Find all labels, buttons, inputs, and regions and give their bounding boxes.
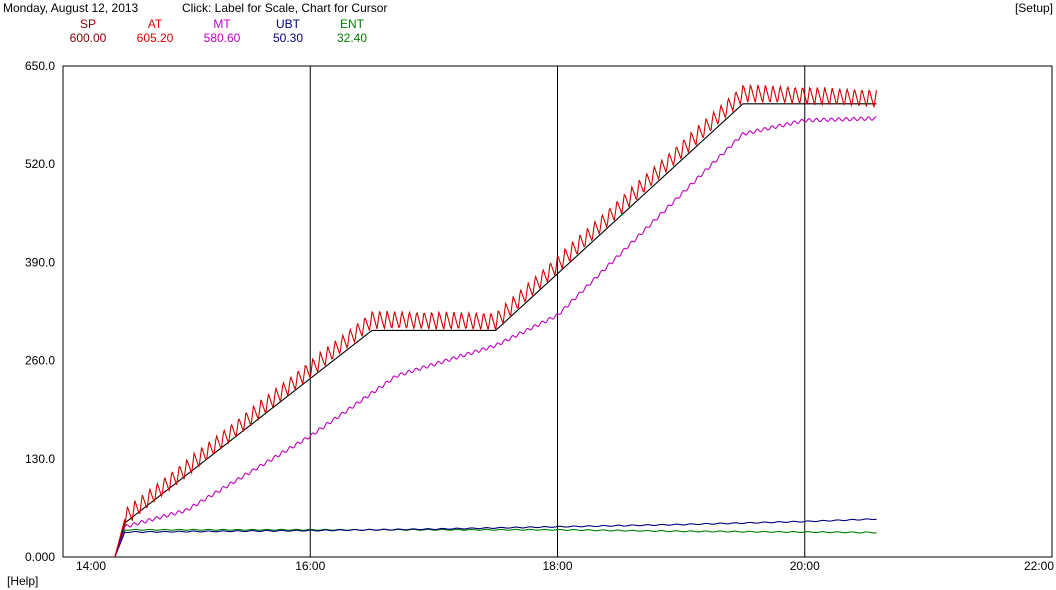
legend-name: SP <box>79 17 96 31</box>
series-line-mt <box>114 116 877 558</box>
x-tick-label: 20:00 <box>790 559 820 573</box>
help-button[interactable]: [Help] <box>7 574 39 588</box>
legend-item-ubt[interactable]: UBT 50.30 <box>253 17 323 45</box>
x-tick-label: 22:00 <box>1024 559 1054 573</box>
legend-name: AT <box>147 17 163 31</box>
y-tick-label: 520.0 <box>25 157 55 171</box>
legend-name: MT <box>213 17 231 31</box>
legend-item-ent[interactable]: ENT 32.40 <box>317 17 387 45</box>
legend-name: ENT <box>340 17 364 31</box>
series-line-ent <box>114 528 877 558</box>
legend-value: 32.40 <box>336 31 368 45</box>
y-tick-label: 650.0 <box>25 59 55 73</box>
y-tick-label: 390.0 <box>25 255 55 269</box>
legend-item-sp[interactable]: SP 600.00 <box>53 17 123 45</box>
legend-value: 605.20 <box>136 31 174 45</box>
series-line-ubt <box>114 518 877 558</box>
series-line-at <box>114 83 878 558</box>
y-tick-label: 130.0 <box>25 452 55 466</box>
y-tick-label: 260.0 <box>25 354 55 368</box>
legend-value: 600.00 <box>69 31 107 45</box>
series-line-sp <box>114 103 877 558</box>
legend-item-at[interactable]: AT 605.20 <box>120 17 190 45</box>
legend-name: UBT <box>276 17 300 31</box>
legend-item-mt[interactable]: MT 580.60 <box>187 17 257 45</box>
setup-button[interactable]: [Setup] <box>1014 1 1053 15</box>
x-tick-label: 18:00 <box>542 559 572 573</box>
legend-value: 580.60 <box>203 31 241 45</box>
date-label: Monday, August 12, 2013 <box>3 1 139 15</box>
instruction-label: Click: Label for Scale, Chart for Cursor <box>182 1 388 15</box>
x-tick-label: 16:00 <box>295 559 325 573</box>
x-tick-label: 14:00 <box>76 559 106 573</box>
y-tick-label: 0.000 <box>25 550 55 564</box>
legend-value: 50.30 <box>272 31 304 45</box>
